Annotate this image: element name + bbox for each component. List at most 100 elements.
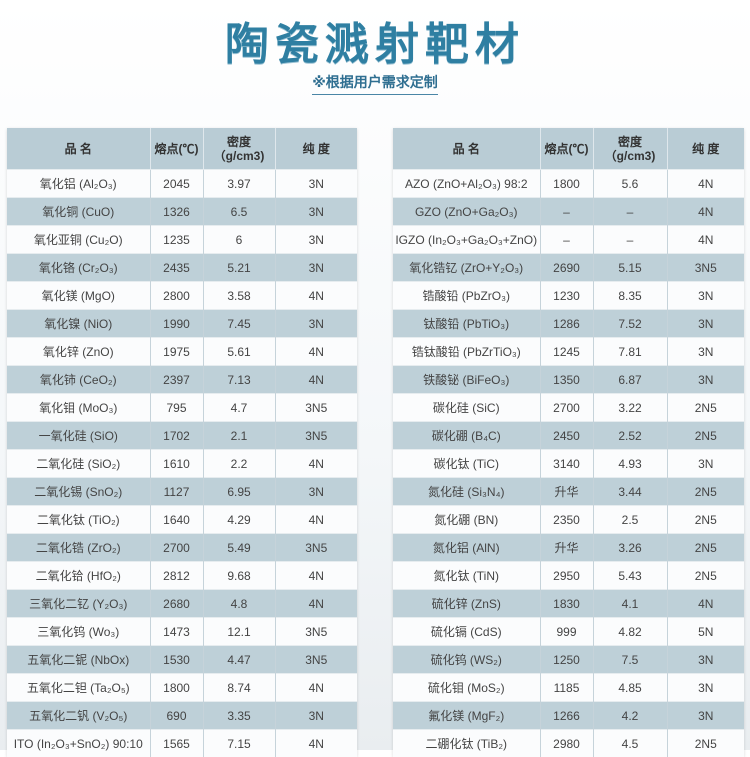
cell-density: 6	[203, 226, 275, 254]
cell-purity: 3N	[275, 198, 357, 226]
cell-purity: 4N	[275, 366, 357, 394]
cell-density: 3.22	[593, 394, 667, 422]
cell-density: 7.45	[203, 310, 275, 338]
cell-density: 2.2	[203, 450, 275, 478]
cell-density: 4.29	[203, 506, 275, 534]
cell-name: 二氧化锆 (ZrO₂)	[7, 534, 150, 562]
table-row: GZO (ZnO+Ga₂O₃)––4N	[393, 198, 744, 226]
header-name: 品 名	[7, 128, 150, 170]
cell-density: 4.7	[203, 394, 275, 422]
cell-melting-point: 1350	[540, 366, 593, 394]
cell-density: 4.5	[593, 730, 667, 757]
cell-name: 氧化铬 (Cr₂O₃)	[7, 254, 150, 282]
cell-name: ITO (In₂O₃+SnO₂) 90:10	[7, 730, 150, 757]
cell-density: 3.58	[203, 282, 275, 310]
cell-purity: 3N5	[667, 254, 744, 282]
cell-purity: 5N	[667, 618, 744, 646]
cell-name: 氧化钼 (MoO₃)	[7, 394, 150, 422]
cell-name: 氮化硼 (BN)	[393, 506, 540, 534]
cell-purity: 3N	[667, 674, 744, 702]
cell-melting-point: 1800	[150, 674, 203, 702]
table-row: IGZO (In₂O₃+Ga₂O₃+ZnO)––4N	[393, 226, 744, 254]
cell-name: 氧化铈 (CeO₂)	[7, 366, 150, 394]
cell-name: 二氧化硅 (SiO₂)	[7, 450, 150, 478]
cell-name: 硫化钨 (WS₂)	[393, 646, 540, 674]
cell-melting-point: 1530	[150, 646, 203, 674]
cell-purity: 4N	[275, 674, 357, 702]
cell-purity: 4N	[667, 198, 744, 226]
cell-density: 4.93	[593, 450, 667, 478]
cell-melting-point: 1830	[540, 590, 593, 618]
cell-density: 9.68	[203, 562, 275, 590]
cell-density: 8.35	[593, 282, 667, 310]
cell-density: 4.47	[203, 646, 275, 674]
cell-name: 三氧化钨 (Wo₃)	[7, 618, 150, 646]
cell-name: 碳化钛 (TiC)	[393, 450, 540, 478]
cell-name: AZO (ZnO+Al₂O₃) 98:2	[393, 170, 540, 198]
cell-density: 7.81	[593, 338, 667, 366]
header-density: 密度（g/cm3)	[593, 128, 667, 170]
cell-name: 硫化镉 (CdS)	[393, 618, 540, 646]
cell-melting-point: 1286	[540, 310, 593, 338]
cell-name: 二氧化钛 (TiO₂)	[7, 506, 150, 534]
header-purity: 纯 度	[275, 128, 357, 170]
cell-melting-point: 2950	[540, 562, 593, 590]
cell-density: 5.15	[593, 254, 667, 282]
cell-density: 6.5	[203, 198, 275, 226]
cell-purity: 3N5	[275, 422, 357, 450]
cell-density: 3.26	[593, 534, 667, 562]
cell-purity: 2N5	[667, 534, 744, 562]
cell-purity: 4N	[667, 590, 744, 618]
cell-melting-point: 2980	[540, 730, 593, 757]
cell-name: 氧化铝 (Al₂O₃)	[7, 170, 150, 198]
cell-name: 五氧化二铌 (NbOx)	[7, 646, 150, 674]
cell-purity: 3N	[275, 226, 357, 254]
cell-name: 五氧化二钒 (V₂O₅)	[7, 702, 150, 730]
cell-name: 碳化硅 (SiC)	[393, 394, 540, 422]
cell-name: GZO (ZnO+Ga₂O₃)	[393, 198, 540, 226]
cell-density: 5.49	[203, 534, 275, 562]
cell-melting-point: 1800	[540, 170, 593, 198]
cell-density: 4.1	[593, 590, 667, 618]
cell-melting-point: 1640	[150, 506, 203, 534]
cell-density: 2.1	[203, 422, 275, 450]
cell-purity: 3N	[275, 254, 357, 282]
cell-melting-point: 2800	[150, 282, 203, 310]
cell-density: 4.82	[593, 618, 667, 646]
cell-melting-point: –	[540, 226, 593, 254]
cell-melting-point: 1235	[150, 226, 203, 254]
cell-density: 5.61	[203, 338, 275, 366]
cell-melting-point: 2700	[540, 394, 593, 422]
header-melting-point: 熔点(℃)	[540, 128, 593, 170]
cell-purity: 2N5	[667, 506, 744, 534]
cell-melting-point: 1245	[540, 338, 593, 366]
cell-purity: 3N	[667, 702, 744, 730]
header-purity: 纯 度	[667, 128, 744, 170]
cell-name: 氧化铜 (CuO)	[7, 198, 150, 226]
cell-name: 氧化锌 (ZnO)	[7, 338, 150, 366]
cell-density: 7.15	[203, 730, 275, 757]
cell-melting-point: 1610	[150, 450, 203, 478]
cell-purity: 2N5	[667, 478, 744, 506]
cell-melting-point: 2435	[150, 254, 203, 282]
cell-density: 5.43	[593, 562, 667, 590]
page-title: 陶瓷溅射靶材	[0, 8, 750, 72]
cell-density: –	[593, 198, 667, 226]
cell-name: 氧化镁 (MgO)	[7, 282, 150, 310]
cell-name: 三氧化二钇 (Y₂O₃)	[7, 590, 150, 618]
cell-melting-point: –	[540, 198, 593, 226]
cell-melting-point: 1185	[540, 674, 593, 702]
cell-name: 氧化镍 (NiO)	[7, 310, 150, 338]
